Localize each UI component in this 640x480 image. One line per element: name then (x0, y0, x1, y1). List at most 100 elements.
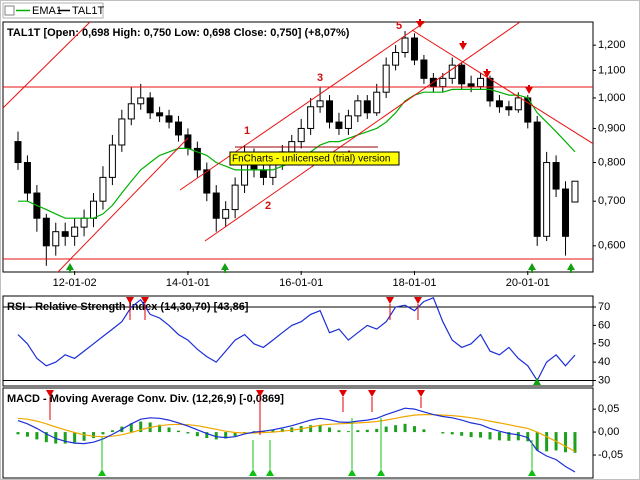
histogram-bar (158, 424, 162, 433)
histogram-bar (139, 421, 143, 433)
candle-body (156, 112, 164, 117)
histogram-bar (479, 432, 483, 438)
candle-body (90, 200, 98, 219)
trend-line (204, 22, 521, 242)
histogram-bar (375, 428, 379, 433)
histogram-bar (110, 430, 114, 433)
legend (2, 2, 104, 19)
y-tick-label: 0,05 (598, 403, 619, 415)
histogram-bar (450, 432, 454, 435)
legend-label[interactable]: EMA1 (32, 5, 62, 17)
buy-marker (348, 469, 356, 476)
histogram-bar (25, 432, 29, 437)
sell-marker (256, 390, 264, 397)
histogram-bar (92, 432, 96, 439)
candle-body (354, 100, 362, 117)
rsi-panel (2, 295, 594, 387)
histogram-bar (82, 432, 86, 441)
histogram-bar (167, 427, 171, 433)
trend-line (411, 29, 593, 145)
legend-label[interactable]: TAL1T (72, 5, 104, 17)
series-line (17, 297, 576, 382)
candle-body (410, 37, 418, 61)
y-tick-label: 30 (598, 374, 610, 386)
x-tick-label: 20-01-01 (506, 277, 550, 289)
candle-body (316, 100, 324, 108)
candle-body (382, 64, 390, 93)
candle-body (495, 100, 503, 108)
histogram-bar (507, 432, 511, 441)
signal-markers (46, 19, 575, 476)
candle-body (326, 100, 334, 123)
candle-body (184, 134, 192, 149)
buy-marker (377, 469, 385, 476)
candle-body (174, 121, 182, 136)
histogram-bar (384, 426, 388, 433)
series-line (17, 407, 576, 473)
candle-body (231, 184, 239, 211)
candle-body (297, 127, 305, 143)
buy-marker (266, 469, 274, 476)
histogram-bar (309, 425, 313, 433)
buy-marker (567, 263, 575, 270)
x-tick-label: 12-01-02 (53, 277, 97, 289)
candle-body (335, 121, 343, 129)
y-tick-label: 1,100 (598, 64, 626, 76)
candle-body (52, 231, 60, 247)
histogram-bar (469, 432, 473, 438)
candle-body (505, 106, 513, 111)
histogram-bar (214, 432, 218, 440)
histogram-bar (233, 432, 237, 437)
candle-body (61, 231, 69, 237)
candle-body (222, 209, 230, 219)
sell-marker (339, 390, 347, 397)
legend-checkbox[interactable] (4, 5, 15, 16)
wave-label: 2 (265, 200, 271, 212)
candle-body (165, 115, 173, 123)
candle-body (533, 121, 541, 237)
candle-body (127, 103, 135, 120)
candle-body (193, 147, 201, 171)
plot-area: TAL1T [Open: 0,698 High: 0,750 Low: 0,69… (3, 27, 626, 473)
watermark: FnCharts - unlicensed (trial) version (232, 154, 390, 165)
histogram-bar (422, 429, 426, 433)
sell-marker (126, 297, 134, 304)
candle-body (344, 115, 352, 129)
y-tick-label: 70 (598, 301, 610, 313)
histogram-bar (460, 432, 464, 436)
trend-lines (3, 22, 593, 272)
y-tick-label: 0,900 (598, 122, 626, 134)
y-tick-label: 0,700 (598, 195, 626, 207)
y-tick-label: 0,00 (598, 426, 619, 438)
trend-line (57, 137, 189, 272)
sell-marker (386, 297, 394, 304)
y-tick-label: 60 (598, 319, 610, 331)
candle-body (118, 118, 126, 146)
series-line (17, 414, 576, 452)
candle-body (401, 37, 409, 53)
histogram-bar (318, 425, 322, 433)
sell-marker (141, 297, 149, 304)
sell-marker (459, 43, 467, 50)
histogram-bar (101, 432, 105, 435)
candle-body (420, 59, 428, 79)
y-tick-label: 50 (598, 338, 610, 350)
panel-title: TAL1T [Open: 0,698 High: 0,750 Low: 0,69… (7, 27, 350, 39)
candle-body (203, 169, 211, 194)
candle-body (373, 91, 381, 114)
histogram-bar (441, 432, 445, 434)
candle-body (552, 162, 560, 190)
buy-marker (528, 469, 536, 476)
buy-marker (221, 263, 229, 270)
histogram-bar (488, 432, 492, 440)
histogram-bar (205, 432, 209, 439)
wave-label: 3 (317, 72, 323, 84)
histogram-bar (573, 432, 577, 453)
x-tick-label: 16-01-01 (279, 277, 323, 289)
histogram-bar (16, 432, 20, 435)
candle-body (99, 176, 107, 202)
candle-body (467, 83, 475, 88)
histogram-bar (516, 432, 520, 441)
panel-title: MACD - Moving Average Conv. Div. (12,26,… (7, 393, 284, 405)
